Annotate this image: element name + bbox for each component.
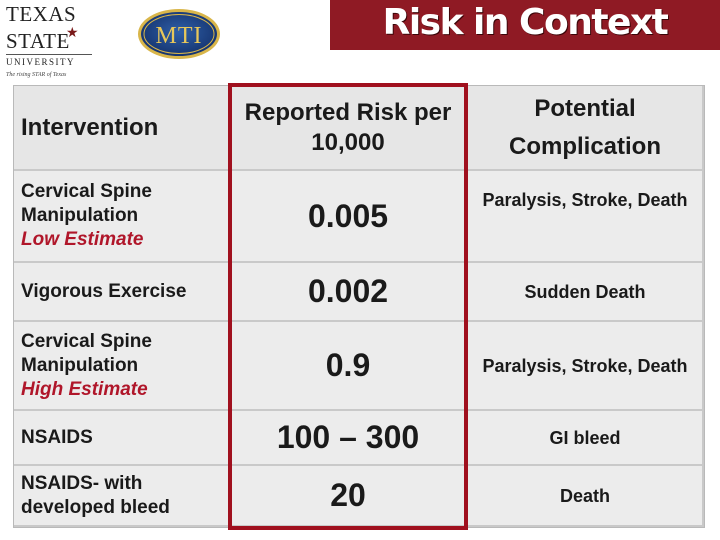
column-header-intervention: Intervention	[14, 86, 230, 171]
intervention-line: NSAIDS	[21, 426, 93, 448]
complication-value: Sudden Death	[468, 263, 704, 322]
table-row-intervention: NSAIDS	[14, 411, 230, 466]
table-row-intervention: Cervical Spine Manipulation Low Estimate	[14, 171, 230, 263]
texas-state-university-logo: TEXAS ★ STATE UNIVERSITY The rising STAR…	[6, 2, 94, 86]
complication-value: GI bleed	[468, 411, 704, 466]
mti-logo-text: MTI	[156, 23, 203, 49]
star-icon: ★	[66, 24, 79, 40]
risk-table: Intervention Reported Risk per 10,000 Po…	[13, 85, 705, 528]
column-header-risk: Reported Risk per 10,000	[230, 86, 468, 171]
intervention-line: NSAIDS- with	[21, 472, 143, 494]
complication-value: Paralysis, Stroke, Death	[468, 322, 704, 411]
estimate-label: High Estimate	[21, 378, 148, 400]
logo-line-state: STATE	[6, 29, 70, 53]
risk-value: 100 – 300	[230, 411, 468, 466]
complication-value: Death	[468, 466, 704, 527]
table-row-intervention: Cervical Spine Manipulation High Estimat…	[14, 322, 230, 411]
risk-value: 0.002	[230, 263, 468, 322]
intervention-line: Cervical Spine	[21, 181, 152, 202]
logo-line-university: UNIVERSITY	[6, 57, 75, 67]
column-header-complication: Potential Complication	[468, 86, 704, 171]
table-row-intervention: NSAIDS- with developed bleed	[14, 466, 230, 527]
complication-value: Paralysis, Stroke, Death	[468, 171, 704, 263]
logo-divider	[6, 54, 92, 55]
risk-value: 0.005	[230, 171, 468, 263]
table-row-intervention: Vigorous Exercise	[14, 263, 230, 322]
estimate-label: Low Estimate	[21, 229, 144, 250]
slide-title: Risk in Context	[382, 2, 669, 43]
intervention-line: Vigorous Exercise	[21, 280, 187, 302]
risk-value: 0.9	[230, 322, 468, 411]
intervention-line: Cervical Spine	[21, 330, 152, 352]
logo-tagline: The rising STAR of Texas	[6, 72, 67, 78]
mti-logo: MTI	[138, 9, 220, 59]
intervention-line: Manipulation	[21, 205, 139, 226]
logo-line-texas: TEXAS	[6, 2, 77, 26]
intervention-line: developed bleed	[21, 496, 170, 518]
title-banner: Risk in Context	[330, 0, 720, 50]
risk-value: 20	[230, 466, 468, 527]
intervention-line: Manipulation	[21, 354, 139, 376]
